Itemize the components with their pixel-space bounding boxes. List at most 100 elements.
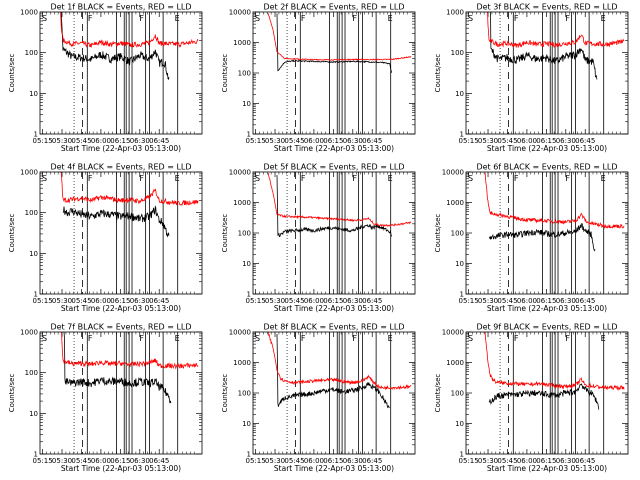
y-tick-label: 1000	[20, 329, 38, 337]
event-annotation: F	[514, 14, 519, 23]
panel-det-9: Det 9f BLACK = Events, RED = LLD 1 10 100 10…	[434, 323, 629, 473]
lld-series-line	[267, 172, 412, 227]
event-annotation: F	[352, 334, 357, 343]
panel-title: Det 9f BLACK = Events, RED = LLD	[476, 323, 617, 332]
panel-title: Det 5f BLACK = Events, RED = LLD	[263, 163, 404, 172]
event-annotation: S	[255, 334, 260, 343]
x-tick-label: 06:15	[536, 457, 556, 465]
y-tick-label: 1	[460, 131, 464, 139]
x-tick-label: 05:15	[32, 457, 52, 465]
event-annotation: F	[565, 174, 570, 183]
y-tick-label: 10	[242, 260, 251, 268]
panel-title: Det 4f BLACK = Events, RED = LLD	[50, 163, 191, 172]
x-axis-label: Start Time (22-Apr-03 05:13:00)	[487, 464, 607, 473]
event-annotation: E	[601, 334, 606, 343]
events-series-line	[490, 12, 598, 80]
plot-frame	[252, 11, 416, 135]
x-tick-label: 06:30	[130, 297, 150, 305]
lld-series-line	[267, 332, 412, 391]
events-series-line	[60, 12, 170, 80]
panel-title: Det 6f BLACK = Events, RED = LLD	[476, 163, 617, 172]
x-tick-label: 05:30	[52, 457, 72, 465]
lld-series-line	[267, 13, 412, 61]
y-tick-label: 1000	[20, 9, 38, 17]
x-tick-label: 05:45	[284, 297, 304, 305]
panel-det-7: Det 7f BLACK = Events, RED = LLD 1 10 100 10…	[8, 323, 203, 473]
x-tick-label: 06:45	[362, 137, 382, 145]
y-tick-label: 1000	[446, 359, 464, 367]
lld-series-line	[59, 172, 199, 206]
event-annotation: F	[301, 14, 306, 23]
y-tick-label: 10000	[442, 329, 464, 337]
x-tick-label: 05:15	[245, 457, 265, 465]
event-annotation: E	[175, 14, 180, 23]
y-tick-label: 100	[451, 390, 464, 398]
events-series-line	[276, 333, 390, 409]
event-annotation: E	[388, 174, 393, 183]
event-annotation: F	[514, 174, 519, 183]
y-tick-label: 10	[242, 420, 251, 428]
y-axis-label: Counts/sec	[434, 54, 442, 93]
plot-frame	[39, 11, 203, 135]
x-tick-label: 05:45	[497, 137, 517, 145]
x-tick-label: 06:00	[304, 137, 324, 145]
plot-frame	[39, 171, 203, 295]
x-tick-label: 05:30	[52, 297, 72, 305]
x-tick-label: 06:00	[91, 457, 111, 465]
x-axis-label: Start Time (22-Apr-03 05:13:00)	[274, 464, 394, 473]
event-annotation: S	[468, 174, 473, 183]
x-tick-label: 06:45	[362, 457, 382, 465]
x-tick-label: 06:00	[517, 457, 537, 465]
y-tick-label: 100	[25, 209, 38, 217]
x-tick-label: 05:45	[497, 457, 517, 465]
events-series-line	[488, 383, 600, 410]
event-annotation: E	[601, 14, 606, 23]
y-tick-label: 1000	[233, 39, 251, 47]
y-tick-label: 1	[247, 131, 251, 139]
y-axis-label: Counts/sec	[434, 374, 442, 413]
x-tick-label: 06:45	[149, 457, 169, 465]
y-tick-label: 100	[25, 49, 38, 57]
y-tick-label: 100	[451, 49, 464, 57]
x-tick-label: 05:30	[478, 457, 498, 465]
event-annotation: S	[42, 14, 47, 23]
x-tick-label: 05:15	[458, 457, 478, 465]
y-axis-label: Counts/sec	[8, 374, 16, 413]
x-tick-label: 06:00	[91, 297, 111, 305]
event-annotation: F	[352, 174, 357, 183]
panel-det-8: Det 8f BLACK = Events, RED = LLD 1 10 100 10…	[221, 323, 416, 473]
y-tick-label: 10	[455, 260, 464, 268]
x-axis-label: Start Time (22-Apr-03 05:13:00)	[61, 304, 181, 313]
event-annotation: F	[88, 334, 93, 343]
y-axis-label: Counts/sec	[434, 214, 442, 253]
x-tick-label: 06:30	[343, 457, 363, 465]
event-annotation: F	[514, 334, 519, 343]
y-tick-label: 10	[242, 100, 251, 108]
events-series-line	[276, 13, 393, 73]
x-tick-label: 06:00	[517, 297, 537, 305]
events-series-line	[276, 175, 393, 238]
panel-det-3: Det 3f BLACK = Events, RED = LLD 1 10 100 10…	[434, 3, 629, 153]
y-tick-label: 1000	[446, 199, 464, 207]
x-tick-label: 05:30	[478, 137, 498, 145]
x-tick-label: 05:30	[52, 137, 72, 145]
x-tick-label: 05:30	[265, 137, 285, 145]
plot-frame	[252, 171, 416, 295]
lld-series-line	[484, 332, 625, 391]
event-annotation: E	[388, 14, 393, 23]
panel-det-5: Det 5f BLACK = Events, RED = LLD 1 10 100 10…	[221, 163, 416, 313]
x-tick-label: 06:15	[110, 457, 130, 465]
x-tick-label: 06:30	[556, 457, 576, 465]
x-tick-label: 05:45	[497, 297, 517, 305]
y-axis-label: Counts/sec	[221, 374, 229, 413]
y-axis-label: Counts/sec	[8, 214, 16, 253]
panel-title: Det 2f BLACK = Events, RED = LLD	[263, 3, 404, 12]
x-tick-label: 06:45	[575, 137, 595, 145]
y-tick-label: 10	[29, 250, 38, 258]
y-tick-label: 10	[29, 410, 38, 418]
y-tick-label: 10	[455, 90, 464, 98]
x-tick-label: 06:15	[323, 297, 343, 305]
x-tick-label: 05:15	[458, 137, 478, 145]
event-annotation: S	[255, 14, 260, 23]
panel-det-2: Det 2f BLACK = Events, RED = LLD 1 10 100 10…	[221, 3, 416, 153]
